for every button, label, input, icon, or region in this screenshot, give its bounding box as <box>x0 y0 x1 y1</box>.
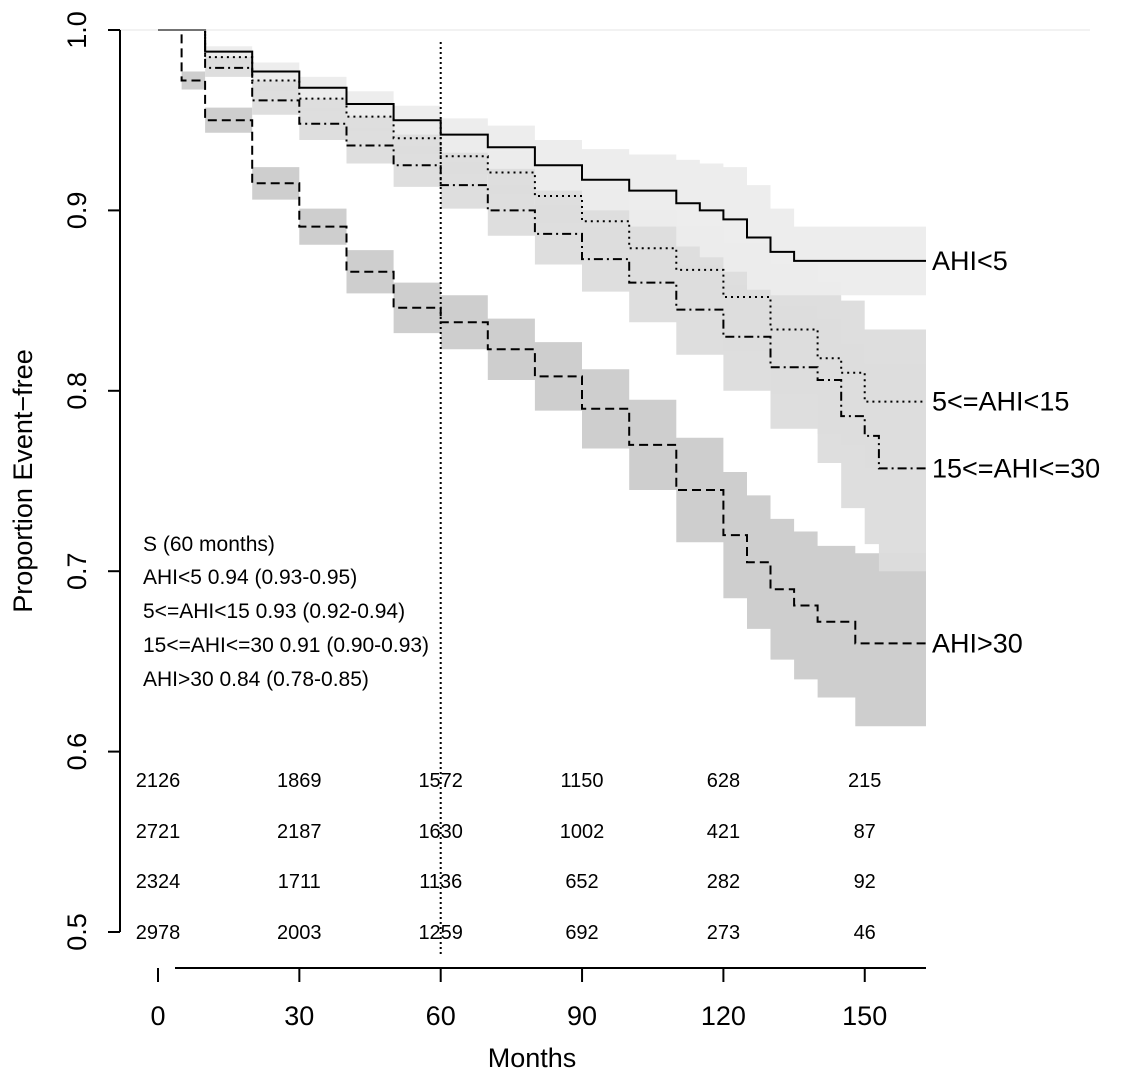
number-at-risk-table: 2126 1869 1572 1150 628 215 2721 2187 1630 1002 42… <box>136 770 882 944</box>
risk-count: 1136 <box>419 871 462 893</box>
y-tick-label: 0.8 <box>62 372 92 410</box>
risk-count: 692 <box>565 922 598 944</box>
series-label-5-ahi-15: 5<=AHI<15 <box>932 387 1069 417</box>
series-label-15-ahi-30: 15<=AHI<=30 <box>932 453 1100 483</box>
band-5-ahi-15 <box>158 30 926 469</box>
risk-count: 46 <box>854 922 876 944</box>
y-tick-label: 0.7 <box>62 552 92 590</box>
risk-count: 421 <box>707 821 740 843</box>
curve-5-ahi-15 <box>158 29 926 403</box>
y-tick-label: 0.6 <box>62 733 92 771</box>
risk-count: 92 <box>854 871 876 893</box>
series-label-ahi-30: AHI>30 <box>932 628 1023 658</box>
x-axis-title: Months <box>488 1043 577 1073</box>
risk-count: 1259 <box>418 922 463 944</box>
risk-count: 2126 <box>136 770 181 792</box>
y-tick-label: 0.5 <box>62 913 92 951</box>
curve-ahi-5 <box>158 29 926 262</box>
band-ahi-5 <box>158 30 926 296</box>
x-tick-label: 150 <box>842 1001 887 1031</box>
x-tick-label: 120 <box>701 1001 746 1031</box>
risk-count: 1711 <box>278 871 321 893</box>
risk-count: 282 <box>707 871 740 893</box>
x-tick-label: 90 <box>567 1001 597 1031</box>
risk-count: 2978 <box>136 922 181 944</box>
survival-curves <box>158 29 926 645</box>
y-tick-label: 1.0 <box>62 11 92 49</box>
risk-count: 2721 <box>136 821 181 843</box>
risk-count: 652 <box>565 871 598 893</box>
annotation-line: 15<=AHI<=30 0.91 (0.90-0.93) <box>143 634 429 657</box>
risk-count: 273 <box>707 922 740 944</box>
risk-count: 1002 <box>560 821 605 843</box>
curve-15-ahi-30 <box>158 29 926 470</box>
x-tick-label: 30 <box>284 1001 314 1031</box>
annotation-title: S (60 months) <box>143 533 275 556</box>
band-ahi-30 <box>158 30 926 727</box>
risk-count: 1572 <box>418 770 463 792</box>
annotation-line: 5<=AHI<15 0.93 (0.92-0.94) <box>143 600 405 623</box>
risk-count: 2187 <box>277 821 322 843</box>
risk-count: 628 <box>707 770 740 792</box>
risk-count: 2003 <box>277 922 322 944</box>
risk-count: 1869 <box>277 770 322 792</box>
series-labels: AHI<5 5<=AHI<15 15<=AHI<=30 AHI>30 <box>932 246 1100 659</box>
axes: 0.5 0.6 0.7 0.8 0.9 1.0 Proportion Event−free 0… <box>8 11 1090 1073</box>
risk-count: 1630 <box>418 821 463 843</box>
confidence-bands <box>158 30 926 727</box>
annotation-line: AHI>30 0.84 (0.78-0.85) <box>143 668 369 691</box>
y-tick-label: 0.9 <box>62 192 92 230</box>
annotation-box: S (60 months) AHI<5 0.94 (0.93-0.95) 5<=AH… <box>143 533 429 691</box>
curve-ahi-30 <box>158 29 926 645</box>
risk-count: 215 <box>848 770 881 792</box>
x-tick-label: 60 <box>426 1001 456 1031</box>
series-label-ahi-5: AHI<5 <box>932 246 1008 276</box>
x-tick-label: 0 <box>150 1001 165 1031</box>
risk-count: 87 <box>854 821 876 843</box>
annotation-line: AHI<5 0.94 (0.93-0.95) <box>143 566 357 589</box>
y-axis-title: Proportion Event−free <box>8 349 38 612</box>
risk-count: 2324 <box>136 871 181 893</box>
risk-count: 1150 <box>560 770 603 792</box>
